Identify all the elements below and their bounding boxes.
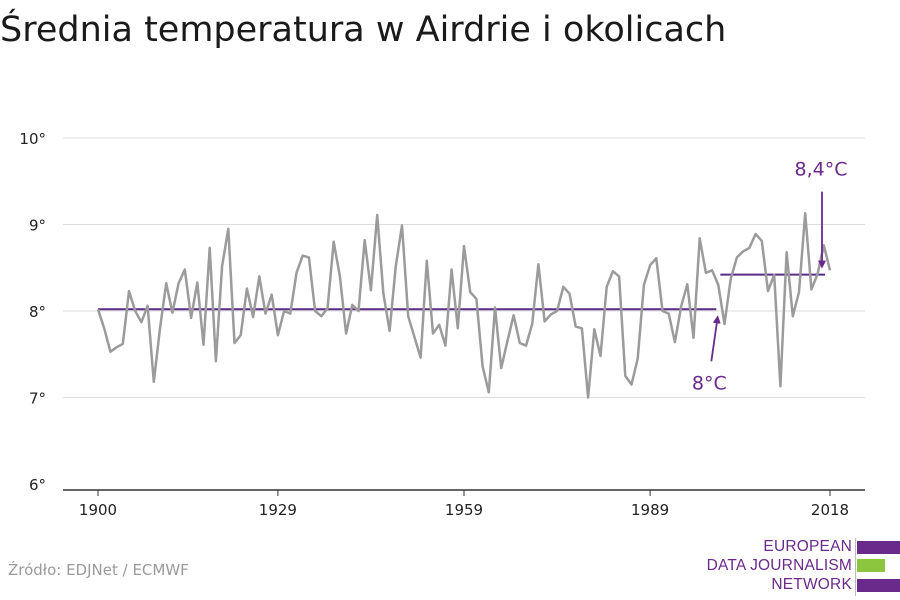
x-tick-label-1959: 1959 xyxy=(445,501,483,519)
logo-line-2: DATA JOURNALISM xyxy=(706,557,852,574)
logo-line-3: NETWORK xyxy=(771,576,852,593)
x-tick-label-2018: 2018 xyxy=(811,501,849,519)
annotation-label-1: 8°C xyxy=(692,372,727,394)
temperature-series-line xyxy=(96,212,832,399)
y-tick-label-8: 8° xyxy=(29,303,46,321)
chart-title: Średnia temperatura w Airdrie i okolicac… xyxy=(0,10,727,50)
gridlines xyxy=(63,137,865,398)
logo-bar-purple-top xyxy=(857,541,900,554)
y-tick-label-6: 6° xyxy=(29,476,46,494)
logo-divider xyxy=(855,538,856,596)
x-tick-label-1900: 1900 xyxy=(79,501,117,519)
average-annotations: 8°C 8,4°C xyxy=(692,159,848,395)
logo-line-1: EUROPEAN xyxy=(763,538,852,555)
source-note: Źródło: EDJNet / ECMWF xyxy=(8,561,189,579)
logo-bar-purple-bottom xyxy=(857,579,900,592)
y-axis-ticks: 6° 7° 8° 9° 10° xyxy=(19,130,46,494)
x-tick-label-1989: 1989 xyxy=(631,501,669,519)
y-tick-label-9: 9° xyxy=(29,217,46,235)
x-tick-label-1929: 1929 xyxy=(259,501,297,519)
annotation-label-2: 8,4°C xyxy=(795,159,848,181)
x-axis-ticks: 1900 1929 1959 1989 2018 xyxy=(79,490,849,519)
y-tick-label-10: 10° xyxy=(19,130,46,148)
y-tick-label-7: 7° xyxy=(29,390,46,408)
logo-bar-green xyxy=(857,559,885,572)
edjnet-logo: EUROPEAN DATA JOURNALISM NETWORK xyxy=(700,536,900,598)
annotation-arrow-1 xyxy=(710,315,721,362)
